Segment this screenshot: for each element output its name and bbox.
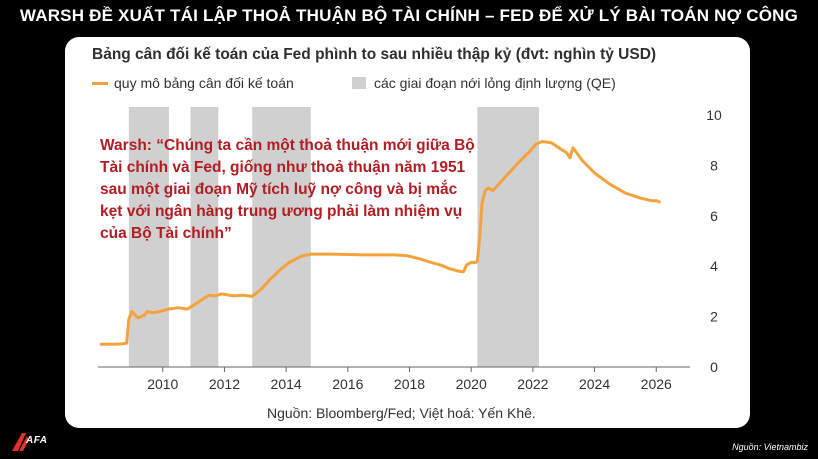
legend-line-swatch: [92, 81, 108, 85]
x-tick-label: 2024: [579, 376, 610, 392]
qe-period-band: [128, 107, 169, 367]
x-tick-label: 2012: [209, 376, 240, 392]
legend-box-swatch: [352, 77, 366, 90]
chart-title: Bảng cân đối kế toán của Fed phình to sa…: [92, 46, 657, 63]
qe-period-band: [190, 107, 219, 367]
x-tick-label: 2018: [394, 376, 425, 392]
y-tick-label: 0: [710, 359, 718, 375]
y-tick-label: 8: [710, 157, 718, 173]
qe-period-band: [477, 107, 540, 367]
y-tick-label: 10: [706, 107, 722, 123]
logo-text: AFA: [26, 435, 48, 446]
chart-card: 2010 2012 2014 2016 2018 2020 2022 2024 2026 0 2 4 6…: [65, 37, 750, 428]
afa-logo-icon: [12, 433, 29, 451]
qe-period-band: [252, 107, 311, 367]
balance-sheet-series-line: [99, 140, 661, 346]
x-tick-label: 2010: [147, 376, 178, 392]
y-tick-label: 4: [710, 258, 718, 274]
x-tick-label: 2022: [517, 376, 548, 392]
x-tick-label: 2016: [332, 376, 363, 392]
legend-item-qe: các giai đoạn nới lỏng định lượng (QE): [352, 75, 616, 91]
headline: WARSH ĐỀ XUẤT TÁI LẬP THOẢ THUẬN BỘ TÀI …: [19, 6, 799, 25]
legend-label-qe: các giai đoạn nới lỏng định lượng (QE): [374, 75, 616, 91]
x-tick-label: 2020: [456, 376, 487, 392]
credit-text: Nguồn: Vietnambiz: [732, 442, 808, 452]
y-tick-label: 6: [710, 208, 718, 224]
chart-source: Nguồn: Bloomberg/Fed; Việt hoá: Yến Khê.: [267, 405, 536, 421]
x-tick-label: 2014: [271, 376, 302, 392]
x-tick-label: 2026: [641, 376, 672, 392]
warsh-quote: Warsh: “Chúng ta cần một thoả thuận mới …: [100, 137, 475, 242]
legend-item-balance-sheet: quy mô bảng cân đối kế toán: [92, 75, 294, 91]
y-tick-label: 2: [710, 309, 718, 325]
legend-label-balance-sheet: quy mô bảng cân đối kế toán: [114, 75, 294, 91]
chart-svg: 2010 2012 2014 2016 2018 2020 2022 2024 2026 0 2 4 6…: [98, 107, 722, 392]
